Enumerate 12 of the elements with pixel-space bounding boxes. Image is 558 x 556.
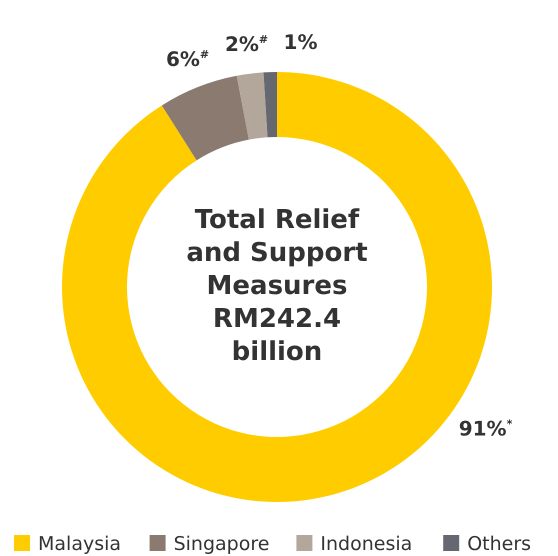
legend-label: Singapore — [174, 533, 270, 555]
data-label: 6%$^{#}$ — [166, 48, 210, 72]
donut-slice — [162, 76, 249, 160]
donut-slice — [236, 72, 268, 140]
text: Total Relief and Support Measures RM242.4 billion — [186, 205, 368, 368]
data-label: 91%$^{*}$ — [458, 416, 513, 441]
data-label: 2%$^{#}$ — [224, 32, 268, 56]
legend-label: Indonesia — [320, 533, 412, 555]
legend-label: Malaysia — [38, 533, 122, 555]
data-label: 1% — [284, 30, 318, 55]
donut-slice — [264, 72, 277, 138]
legend-label: Others — [467, 533, 532, 555]
